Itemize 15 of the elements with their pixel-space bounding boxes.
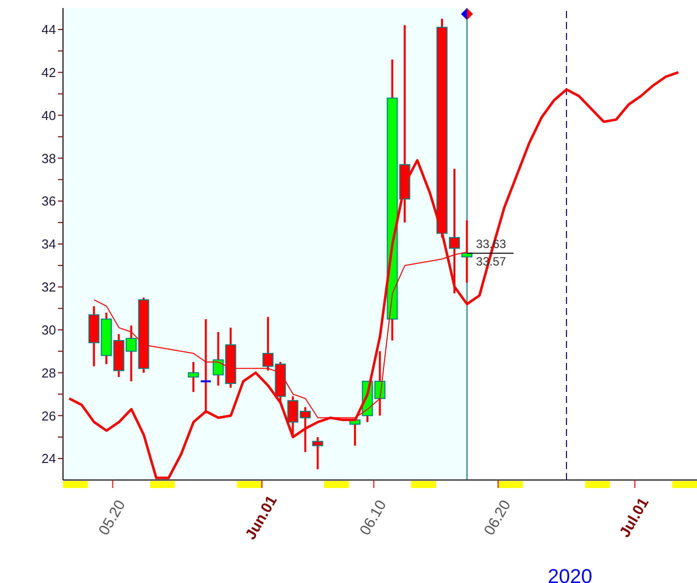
y-tick-label: 42 — [42, 64, 56, 80]
y-tick-label: 36 — [42, 194, 56, 209]
candlestick — [200, 318, 212, 414]
candlestick — [312, 436, 324, 470]
y-tick-label: 24 — [42, 451, 56, 466]
y-tick-label: 32 — [42, 280, 56, 295]
y-tick-label: 34 — [42, 236, 56, 252]
candlestick — [188, 361, 199, 394]
x-axis-title: 2020 — [548, 566, 592, 583]
y-tick-label: 28 — [42, 365, 56, 380]
y-tick-label: 44 — [42, 22, 56, 38]
y-tick-label: 26 — [42, 408, 56, 424]
y-tick-label: 30 — [42, 322, 56, 338]
y-tick-label: 38 — [42, 150, 56, 166]
y-tick-label: 40 — [42, 108, 56, 123]
